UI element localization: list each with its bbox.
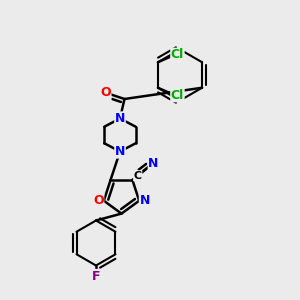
Text: Cl: Cl [171, 48, 184, 61]
Text: O: O [100, 86, 111, 100]
Text: N: N [115, 145, 125, 158]
Text: N: N [140, 194, 150, 207]
Text: N: N [148, 157, 159, 170]
Text: F: F [92, 269, 100, 283]
Text: N: N [115, 112, 125, 125]
Text: Cl: Cl [171, 89, 184, 102]
Text: O: O [93, 194, 104, 207]
Text: C: C [134, 171, 142, 181]
